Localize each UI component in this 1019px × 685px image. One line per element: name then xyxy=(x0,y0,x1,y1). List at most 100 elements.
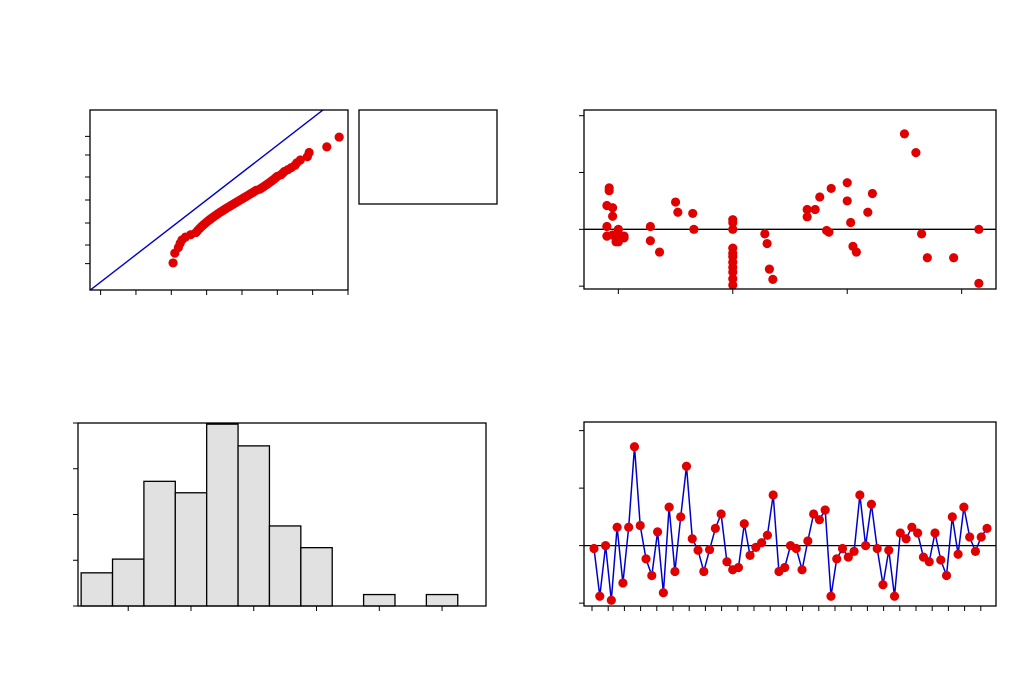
fits-residual-point xyxy=(851,247,861,257)
order-residual-point xyxy=(826,591,836,601)
fits-residual-point xyxy=(619,231,629,241)
order-residual-point xyxy=(895,528,905,538)
order-residual-point xyxy=(768,490,778,500)
order-residual-point xyxy=(757,538,767,548)
order-residual-point xyxy=(745,550,755,561)
fits-residual-point xyxy=(728,217,738,228)
histogram-bar xyxy=(237,445,271,607)
order-residual-point xyxy=(670,566,680,577)
fits-residual-point xyxy=(899,129,910,139)
normal-plot-point xyxy=(334,132,344,142)
residuals-vs-order-panel xyxy=(584,442,996,605)
fits-residual-point xyxy=(762,238,772,249)
order-residual-point xyxy=(612,522,622,532)
order-residual-point xyxy=(913,528,923,538)
fits-residual-point xyxy=(645,221,655,232)
fits-residual-point xyxy=(810,204,820,215)
order-residual-point xyxy=(652,527,663,537)
normal-plot-point xyxy=(295,155,305,165)
fits-residual-point xyxy=(824,227,834,237)
histogram-bar xyxy=(300,547,333,607)
order-residual-point xyxy=(953,549,963,559)
fits-residual-point xyxy=(842,196,852,206)
fits-residual-point xyxy=(689,224,699,234)
order-residual-point xyxy=(733,562,744,573)
normal-plot-background xyxy=(90,110,348,290)
order-residual-point xyxy=(884,545,894,555)
fits-residual-point xyxy=(842,178,852,188)
fits-residual-point xyxy=(802,212,812,222)
order-residual-point xyxy=(907,522,917,532)
order-residual-point xyxy=(762,530,772,540)
order-residual-point xyxy=(606,595,616,605)
fits-residual-point xyxy=(974,224,984,234)
order-residual-point xyxy=(809,509,819,519)
fits-residual-point xyxy=(688,208,698,219)
fits-residual-point xyxy=(673,207,683,217)
fits-residual-point xyxy=(768,274,778,284)
order-residual-point xyxy=(849,546,859,556)
fits-residual-point xyxy=(608,211,618,221)
fits-residual-point xyxy=(613,224,623,234)
normal-probability-panel xyxy=(90,110,348,290)
order-plot-frame xyxy=(583,421,997,607)
order-residual-point xyxy=(803,536,813,546)
order-residual-point xyxy=(635,520,645,531)
order-residual-point xyxy=(843,552,853,562)
histogram-bar xyxy=(174,492,208,607)
fits-residual-point xyxy=(922,253,932,263)
order-residual-point xyxy=(693,545,703,555)
fits-residual-point xyxy=(917,229,927,239)
histogram-bar xyxy=(80,572,114,607)
fits-residual-point xyxy=(645,236,655,246)
order-residual-point xyxy=(814,515,824,525)
normal-plot-point xyxy=(304,147,314,158)
histogram-bar xyxy=(111,558,145,607)
order-residual-point xyxy=(647,570,657,581)
fits-residual-point xyxy=(602,221,612,232)
fits-residual-point xyxy=(608,203,618,213)
order-residual-point xyxy=(924,557,934,567)
order-residual-point xyxy=(641,554,651,564)
order-residual-point xyxy=(878,580,888,590)
order-residual-point xyxy=(618,578,628,588)
histogram-bar xyxy=(268,525,302,607)
fits-residual-point xyxy=(826,183,836,194)
order-residual-point xyxy=(589,543,599,554)
order-residual-point xyxy=(930,528,940,538)
order-residual-point xyxy=(941,570,952,581)
order-residual-point xyxy=(976,532,986,542)
fits-residual-point xyxy=(802,204,812,215)
histogram-bar xyxy=(143,480,176,607)
order-residual-point xyxy=(791,543,801,554)
order-residual-point xyxy=(820,505,830,515)
order-residual-point xyxy=(936,555,946,565)
histogram-bar xyxy=(425,593,459,607)
order-residual-point xyxy=(861,541,871,551)
fits-residual-point xyxy=(654,247,665,257)
fits-residual-point xyxy=(670,197,681,207)
histogram-panel xyxy=(80,423,459,607)
normal-plot-point xyxy=(322,142,332,152)
fits-residual-point xyxy=(911,148,921,158)
fits-residual-point xyxy=(604,183,614,193)
fits-residual-point xyxy=(863,207,873,217)
order-residual-point xyxy=(716,509,726,519)
order-residual-point xyxy=(629,442,640,452)
order-residual-point xyxy=(947,512,957,522)
fits-plot-frame xyxy=(583,109,997,290)
order-residual-point xyxy=(901,534,911,544)
fits-residual-point xyxy=(867,188,878,199)
order-residual-point xyxy=(797,565,807,575)
order-residual-point xyxy=(658,588,668,598)
order-residual-point xyxy=(699,566,709,577)
fits-residual-point xyxy=(846,217,856,228)
order-residual-point xyxy=(872,543,882,554)
order-residual-point xyxy=(681,461,692,471)
order-residual-point xyxy=(982,523,992,533)
fits-residual-point xyxy=(764,264,775,274)
order-residual-point xyxy=(595,591,605,601)
order-residual-point xyxy=(722,557,732,567)
order-residual-point xyxy=(624,522,634,532)
